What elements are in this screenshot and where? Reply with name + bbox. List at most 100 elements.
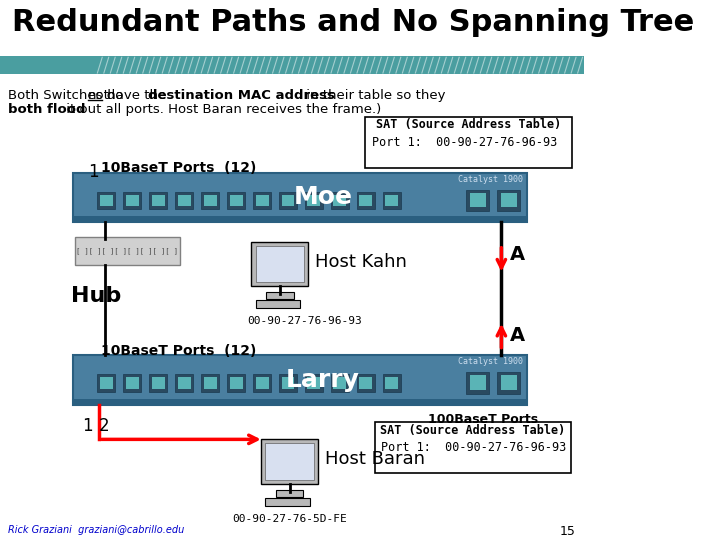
Text: Host Kahn: Host Kahn xyxy=(315,253,407,271)
Bar xyxy=(178,377,191,389)
Bar xyxy=(256,377,269,389)
Text: Moe: Moe xyxy=(293,185,352,210)
Text: A: A xyxy=(510,245,525,264)
Bar xyxy=(253,192,271,210)
Text: Redundant Paths and No Spanning Tree: Redundant Paths and No Spanning Tree xyxy=(12,8,694,37)
Text: Host Baran: Host Baran xyxy=(325,450,425,468)
Bar xyxy=(383,192,401,210)
Text: [ ][ ][ ][ ][ ][ ][ ][ ]: [ ][ ][ ][ ][ ][ ][ ][ ] xyxy=(76,247,179,254)
Bar xyxy=(73,216,527,222)
Bar xyxy=(265,443,314,480)
Text: Port 1:  00-90-27-76-96-93: Port 1: 00-90-27-76-96-93 xyxy=(372,136,557,149)
Bar xyxy=(276,490,303,497)
Bar xyxy=(498,372,520,394)
Bar xyxy=(265,498,310,505)
Text: destination MAC address: destination MAC address xyxy=(148,89,336,102)
Bar xyxy=(282,194,294,206)
Bar xyxy=(385,194,398,206)
Bar xyxy=(73,355,527,405)
Text: in their table so they: in their table so they xyxy=(302,89,445,102)
Text: SAT (Source Address Table): SAT (Source Address Table) xyxy=(376,118,561,131)
Bar xyxy=(126,377,139,389)
Bar xyxy=(469,193,486,207)
Bar xyxy=(251,242,308,286)
Bar xyxy=(123,192,141,210)
Bar xyxy=(73,173,527,222)
Bar xyxy=(256,246,305,282)
Bar xyxy=(227,374,245,392)
Bar xyxy=(175,192,193,210)
Bar xyxy=(253,374,271,392)
Text: not: not xyxy=(88,89,109,102)
Bar xyxy=(383,374,401,392)
Text: Catalyst 1900: Catalyst 1900 xyxy=(458,357,523,367)
Bar xyxy=(152,194,165,206)
Text: 15: 15 xyxy=(560,525,576,538)
Text: have the: have the xyxy=(103,89,171,102)
Text: Larry: Larry xyxy=(286,368,360,392)
Bar xyxy=(331,374,349,392)
Bar xyxy=(126,194,139,206)
Text: 00-90-27-76-5D-FE: 00-90-27-76-5D-FE xyxy=(233,515,347,524)
Bar xyxy=(305,374,323,392)
Text: both flood: both flood xyxy=(8,103,86,116)
Bar xyxy=(279,374,297,392)
FancyBboxPatch shape xyxy=(365,117,572,168)
Bar xyxy=(359,377,372,389)
Bar xyxy=(100,377,113,389)
Bar xyxy=(261,440,318,484)
Text: Both Switches do: Both Switches do xyxy=(8,89,127,102)
Bar xyxy=(123,374,141,392)
Bar xyxy=(385,377,398,389)
Bar xyxy=(201,192,219,210)
Bar xyxy=(500,375,517,390)
Bar xyxy=(149,192,167,210)
Bar xyxy=(469,375,486,390)
Bar xyxy=(467,372,489,394)
Bar xyxy=(256,194,269,206)
Bar xyxy=(307,194,320,206)
Text: A: A xyxy=(510,326,525,345)
Bar xyxy=(230,194,243,206)
Bar xyxy=(0,56,584,74)
Bar xyxy=(357,192,375,210)
Text: 00-90-27-76-96-93: 00-90-27-76-96-93 xyxy=(248,316,362,326)
Bar xyxy=(359,194,372,206)
Bar xyxy=(201,374,219,392)
Text: 100BaseT Ports: 100BaseT Ports xyxy=(428,413,538,426)
Bar xyxy=(467,190,489,211)
Bar xyxy=(97,374,115,392)
Bar xyxy=(178,194,191,206)
Bar xyxy=(333,194,346,206)
Bar xyxy=(100,194,113,206)
Bar xyxy=(204,194,217,206)
Bar xyxy=(307,377,320,389)
Bar xyxy=(175,374,193,392)
Bar xyxy=(498,190,520,211)
Bar xyxy=(256,300,300,308)
Text: 1: 1 xyxy=(88,163,99,181)
Bar xyxy=(75,237,180,265)
Bar xyxy=(152,377,165,389)
Bar xyxy=(204,377,217,389)
Text: 10BaseT Ports  (12): 10BaseT Ports (12) xyxy=(101,343,256,357)
Bar xyxy=(331,192,349,210)
FancyBboxPatch shape xyxy=(375,422,571,473)
Bar xyxy=(266,292,294,299)
Bar xyxy=(500,193,517,207)
Bar xyxy=(73,399,527,405)
Bar xyxy=(227,192,245,210)
Text: Port 1:  00-90-27-76-96-93: Port 1: 00-90-27-76-96-93 xyxy=(382,441,567,454)
Bar xyxy=(333,377,346,389)
Text: it out all ports. Host Baran receives the frame.): it out all ports. Host Baran receives th… xyxy=(63,103,382,116)
Bar xyxy=(282,377,294,389)
Bar xyxy=(149,374,167,392)
Text: Catalyst 1900: Catalyst 1900 xyxy=(458,175,523,184)
Bar xyxy=(357,374,375,392)
Bar xyxy=(230,377,243,389)
Bar xyxy=(279,192,297,210)
Text: Hub: Hub xyxy=(71,286,121,306)
Text: Rick Graziani  graziani@cabrillo.edu: Rick Graziani graziani@cabrillo.edu xyxy=(8,525,184,535)
Text: SAT (Source Address Table): SAT (Source Address Table) xyxy=(380,423,566,436)
Bar xyxy=(97,192,115,210)
